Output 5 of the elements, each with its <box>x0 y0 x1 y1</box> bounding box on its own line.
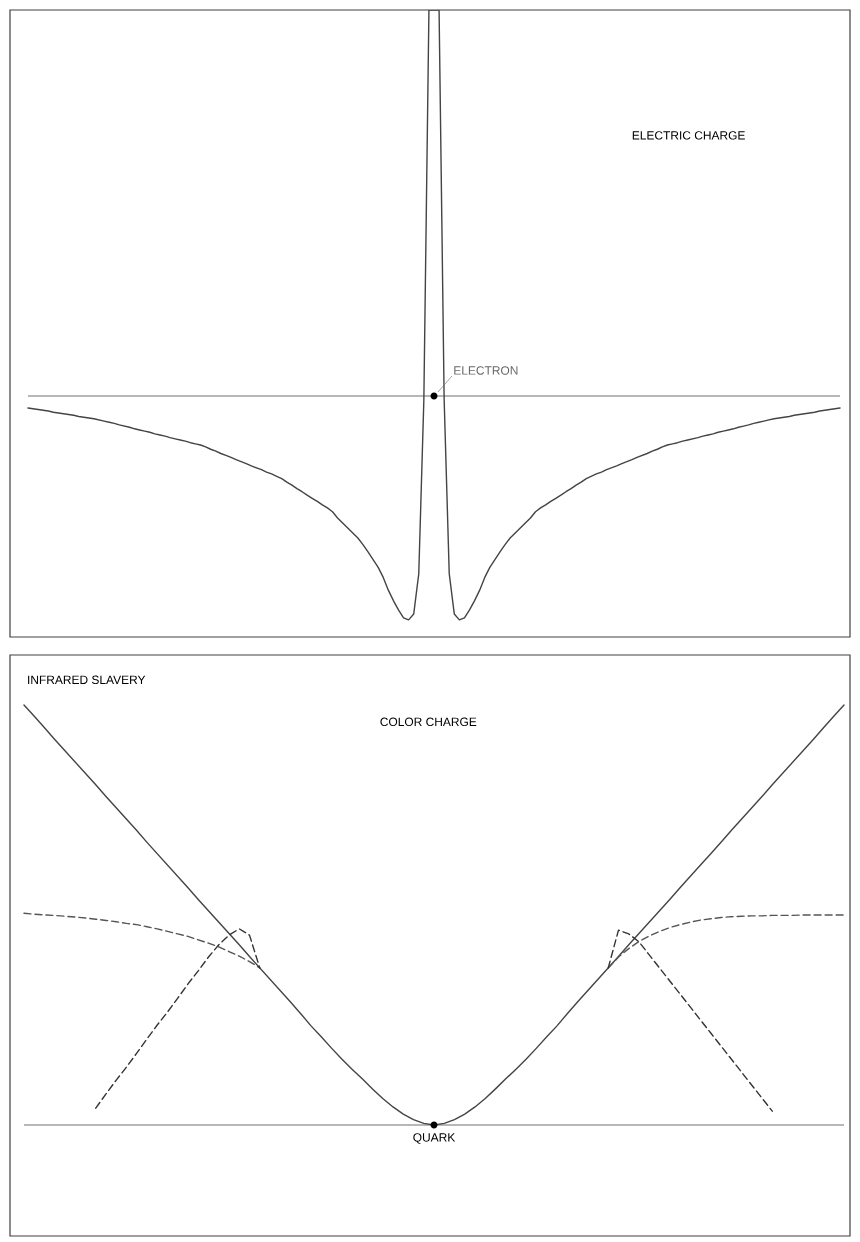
annotation: ELECTRON <box>454 366 518 375</box>
text: ELECTRIC CHARGE <box>632 131 745 140</box>
text: QUARK <box>413 1133 456 1144</box>
text: COLOR CHARGE <box>380 717 477 727</box>
text: INFRARED SLAVERY <box>28 675 146 684</box>
